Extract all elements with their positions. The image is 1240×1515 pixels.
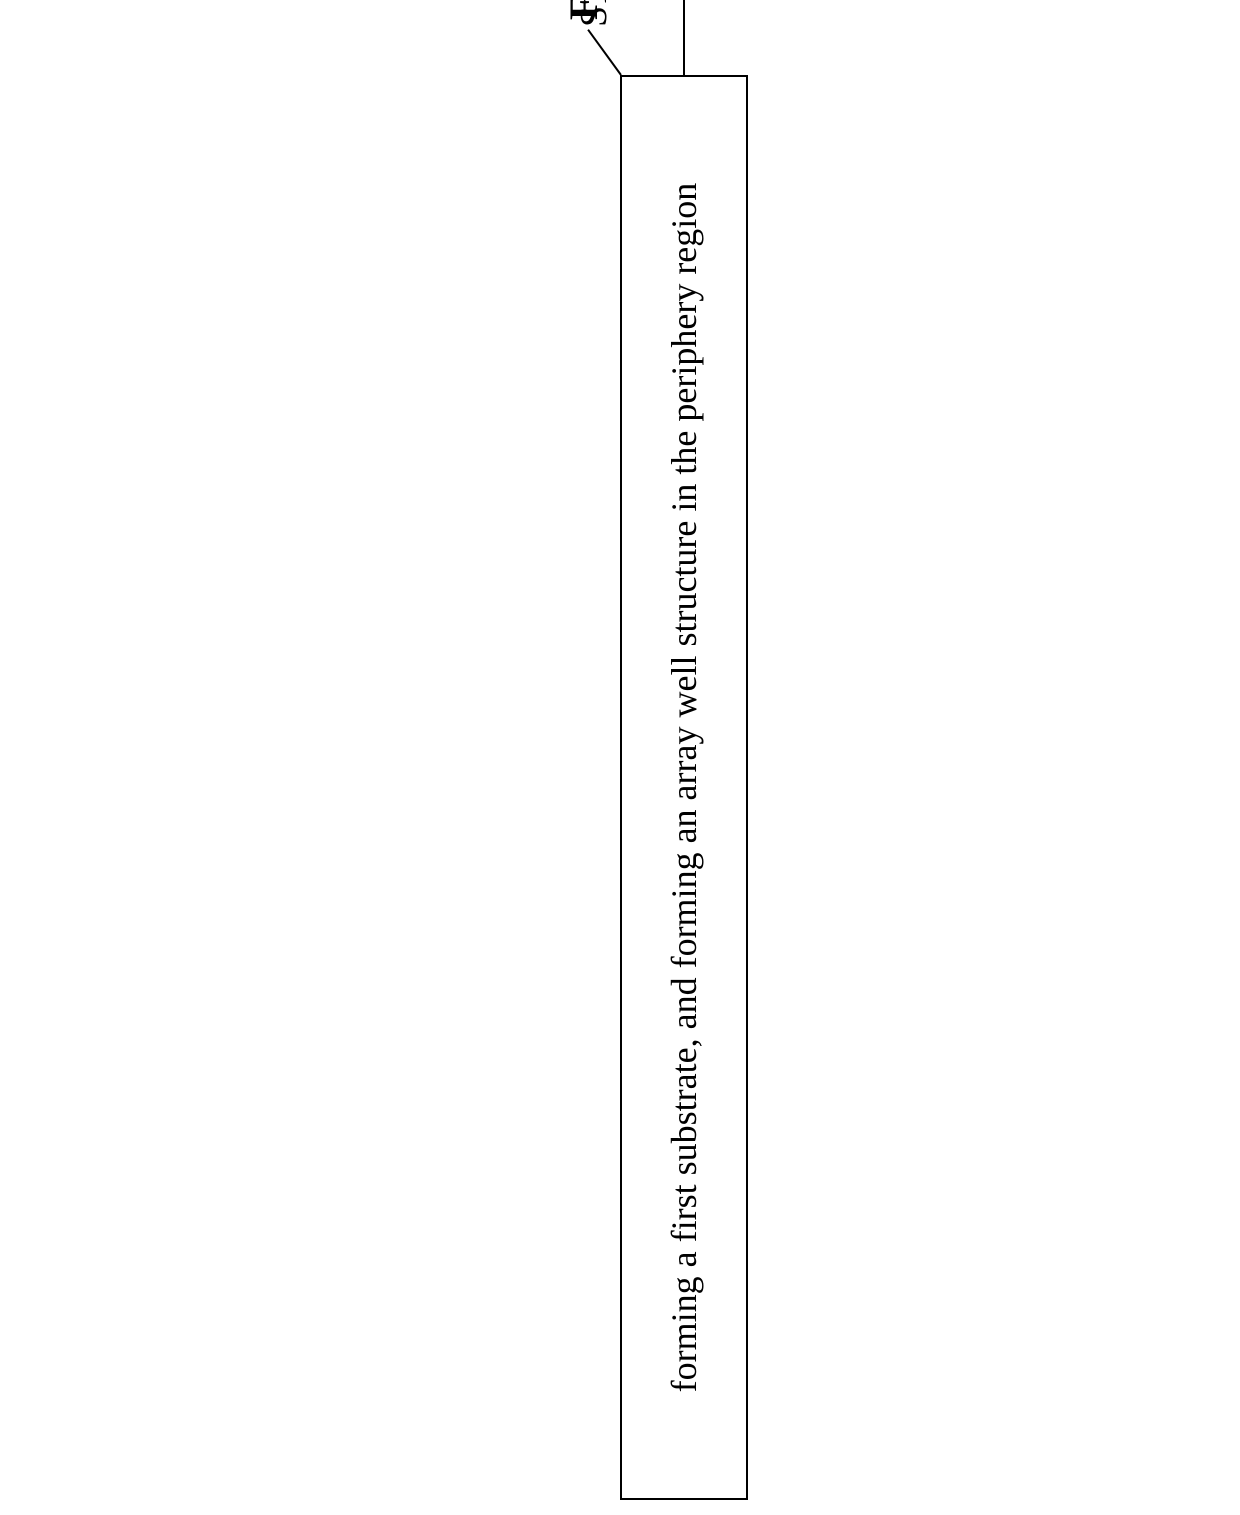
flowchart-step-box: forming a first substrate, and forming a…: [620, 75, 748, 1500]
flowchart-diagram: forming a first substrate, and forming a…: [620, 0, 748, 1500]
flowchart-step-label-tick: [587, 29, 622, 75]
arrow-line: [683, 0, 685, 75]
figure-caption: FIG. 1B: [560, 0, 607, 20]
flowchart-step-text: forming a first substrate, and forming a…: [663, 183, 705, 1393]
figure-canvas: forming a first substrate, and forming a…: [0, 0, 1240, 1515]
flowchart-step: forming a first substrate, and forming a…: [620, 75, 748, 1500]
flowchart-flow: forming a first substrate, and forming a…: [620, 0, 748, 1500]
